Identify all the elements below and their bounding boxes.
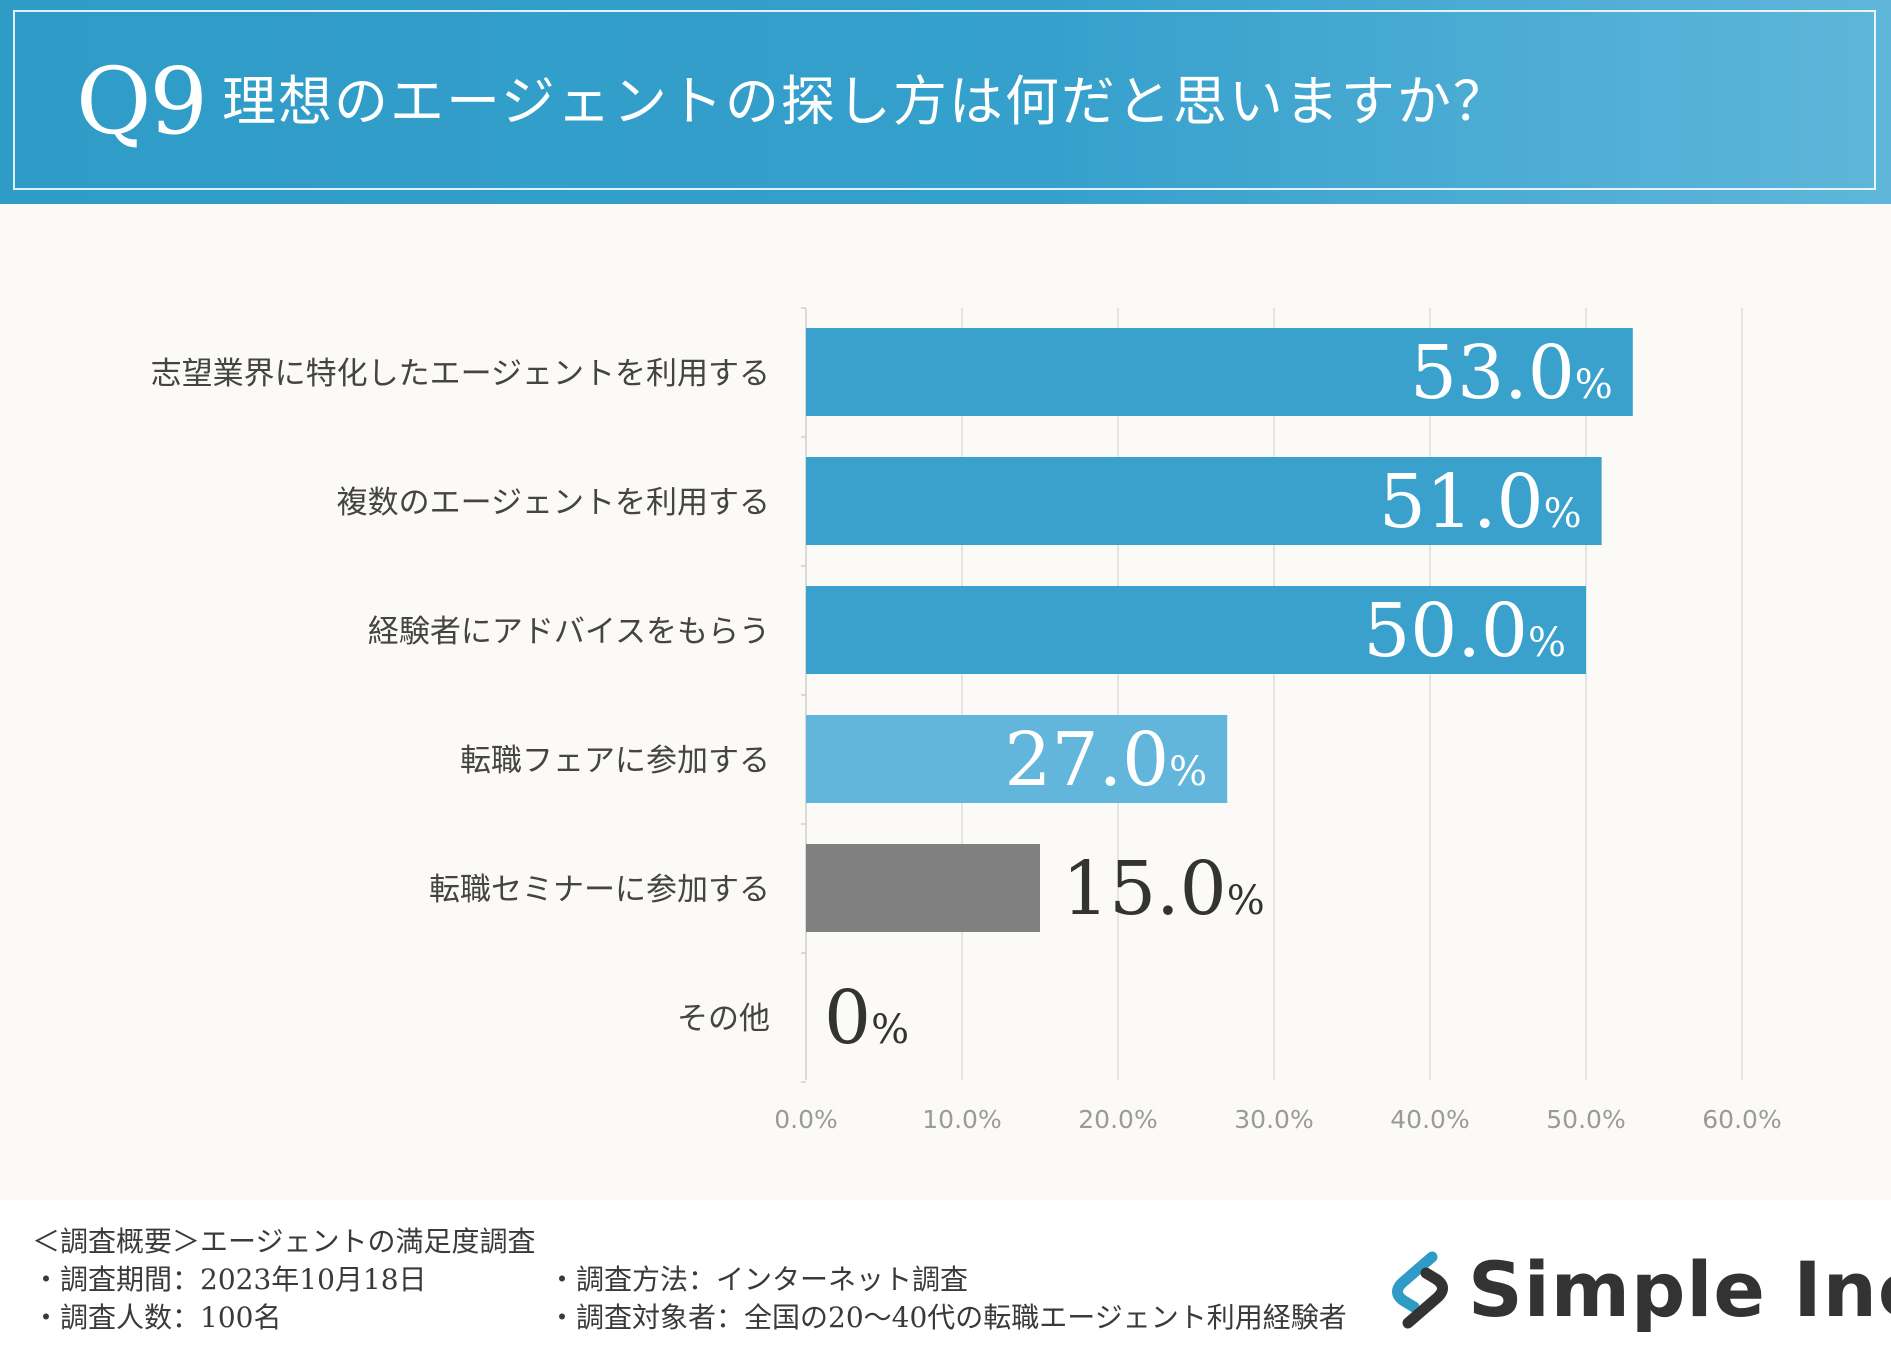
data-label-unit: % <box>1169 749 1207 795</box>
data-label-value: 15.0 <box>1062 846 1227 932</box>
question-number: Q9 <box>76 48 208 155</box>
x-tick-label: 0.0% <box>774 1105 838 1134</box>
data-label-unit: % <box>871 1007 909 1053</box>
category-label: 志望業界に特化したエージェントを利用する <box>151 356 770 392</box>
brand-logo: Simple Inc. <box>1380 1245 1891 1335</box>
simple-s-logo-icon <box>1392 1251 1448 1329</box>
bar <box>806 586 1586 674</box>
header-banner: Q9 理想のエージェントの探し方は何だと思いますか？ <box>0 0 1891 204</box>
x-tick-label: 50.0% <box>1546 1105 1625 1134</box>
data-label: 0% <box>824 975 909 1061</box>
survey-period: ・調査期間：2023年10月18日 <box>32 1263 427 1296</box>
bar-chart: 0.0% 10.0% 20.0% 30.0% 40.0% 50.0% 60.0% 志望業界に特… <box>151 307 1782 1134</box>
category-label: 転職セミナーに参加する <box>429 872 770 908</box>
data-label: 53.0% <box>1410 330 1613 416</box>
bar <box>806 328 1633 416</box>
footer <box>0 1200 1891 1350</box>
x-tick-label: 10.0% <box>922 1105 1001 1134</box>
category-label: 複数のエージェントを利用する <box>337 485 770 521</box>
category-label: 経験者にアドバイスをもらう <box>368 614 770 650</box>
bar <box>806 457 1602 545</box>
question-title: 理想のエージェントの探し方は何だと思いますか？ <box>222 70 1509 133</box>
survey-method: ・調査方法：インターネット調査 <box>548 1263 969 1296</box>
survey-target: ・調査対象者：全国の20〜40代の転職エージェント利用経験者 <box>548 1301 1347 1334</box>
data-label: 50.0% <box>1363 588 1566 674</box>
header-frame <box>13 10 1876 190</box>
data-label-value: 50.0 <box>1363 588 1528 674</box>
data-label-value: 0 <box>824 975 871 1061</box>
bar <box>806 844 1040 932</box>
x-tick-label: 60.0% <box>1702 1105 1781 1134</box>
data-label-unit: % <box>1227 878 1265 924</box>
data-label-unit: % <box>1575 362 1613 408</box>
bar <box>806 715 1228 803</box>
x-tick-label: 20.0% <box>1078 1105 1157 1134</box>
x-tick-label: 40.0% <box>1390 1105 1469 1134</box>
category-label: その他 <box>677 1001 770 1037</box>
data-label-unit: % <box>1544 491 1582 537</box>
survey-count: ・調査人数：100名 <box>32 1301 282 1334</box>
data-label: 27.0% <box>1004 717 1207 803</box>
data-label-value: 27.0 <box>1004 717 1169 803</box>
survey-summary-title: ＜調査概要＞エージェントの満足度調査 <box>32 1225 536 1258</box>
data-label-value: 53.0 <box>1410 330 1575 416</box>
data-label: 51.0% <box>1379 459 1582 545</box>
data-label-value: 51.0 <box>1379 459 1544 545</box>
data-label: 15.0% <box>1062 846 1265 932</box>
data-label-unit: % <box>1528 620 1566 666</box>
brand-name: Simple Inc. <box>1468 1245 1891 1334</box>
x-tick-label: 30.0% <box>1234 1105 1313 1134</box>
category-label: 転職フェアに参加する <box>460 743 770 779</box>
